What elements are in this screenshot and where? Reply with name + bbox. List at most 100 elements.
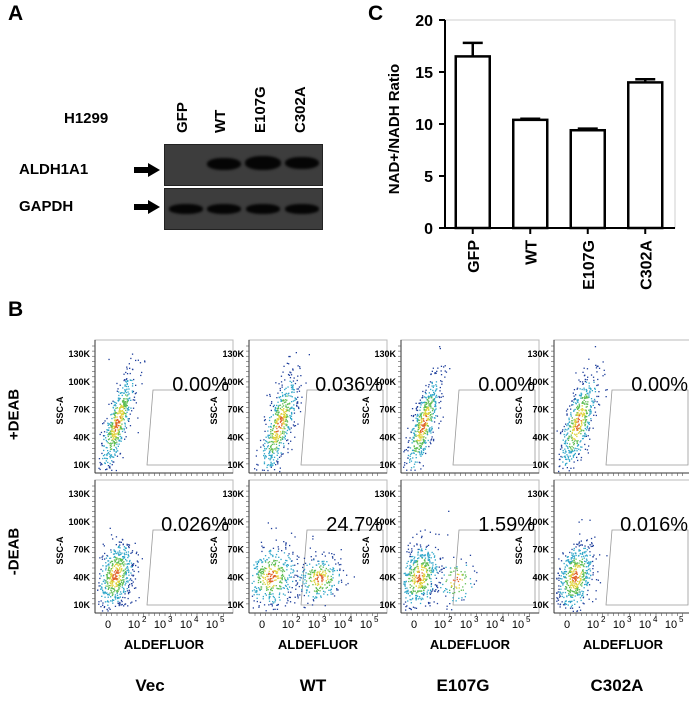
gate-percentage: 0.026% <box>161 514 229 536</box>
event-dot <box>124 402 126 404</box>
event-dot <box>456 578 458 581</box>
event-dot <box>297 402 299 404</box>
event-dot <box>116 423 118 426</box>
event-dot <box>573 401 575 403</box>
event-dot <box>270 426 272 428</box>
event-dot <box>125 371 127 374</box>
event-dot <box>125 409 127 411</box>
event-dot <box>431 381 433 384</box>
event-dot <box>108 569 110 572</box>
event-dot <box>582 602 584 604</box>
event-dot <box>107 422 109 424</box>
event-dot <box>409 584 411 586</box>
event-dot <box>568 460 571 462</box>
event-dot <box>109 455 111 458</box>
event-dot <box>281 425 283 427</box>
event-dot <box>594 400 596 402</box>
event-dot <box>124 597 126 599</box>
event-dot <box>272 441 274 444</box>
event-dot <box>274 438 276 441</box>
event-dot <box>578 581 581 584</box>
event-dot <box>564 576 566 578</box>
event-dot <box>262 576 264 578</box>
event-dot <box>572 404 574 406</box>
event-dot <box>573 454 575 456</box>
event-dot <box>575 585 577 588</box>
event-dot <box>108 567 110 569</box>
event-dot <box>126 588 128 590</box>
event-dot <box>275 407 277 409</box>
event-dot <box>281 406 283 408</box>
event-dot <box>569 601 572 604</box>
event-dot <box>111 581 113 583</box>
event-dot <box>559 458 561 461</box>
event-dot <box>126 395 128 397</box>
event-dot <box>575 546 577 548</box>
event-dot <box>579 584 582 586</box>
event-dot <box>109 465 111 468</box>
event-dot <box>113 565 115 567</box>
event-dot <box>570 575 572 577</box>
event-dot <box>117 578 119 581</box>
event-dot <box>590 418 592 420</box>
event-dot <box>422 585 424 587</box>
event-dot <box>276 410 278 412</box>
event-dot <box>280 558 282 561</box>
event-dot <box>571 607 574 609</box>
event-dot <box>274 562 277 564</box>
event-dot <box>124 571 126 574</box>
event-dot <box>126 404 128 407</box>
event-dot <box>429 441 431 443</box>
event-dot <box>408 572 410 575</box>
event-dot <box>289 416 291 418</box>
event-dot <box>576 388 578 390</box>
event-dot <box>418 422 420 424</box>
event-dot <box>319 573 321 575</box>
event-dot <box>126 569 128 572</box>
event-dot <box>576 563 578 565</box>
event-dot <box>451 609 453 611</box>
event-dot <box>574 603 576 605</box>
event-dot <box>566 408 569 410</box>
event-dot <box>417 587 420 589</box>
event-dot <box>123 419 125 421</box>
event-dot <box>573 559 575 561</box>
event-dot <box>578 448 580 450</box>
event-dot <box>268 572 270 574</box>
event-dot <box>107 610 109 612</box>
event-dot <box>588 421 590 424</box>
event-dot <box>285 564 288 566</box>
event-dot <box>566 583 568 585</box>
event-dot <box>569 600 571 602</box>
event-dot <box>565 434 567 436</box>
event-dot <box>105 567 107 569</box>
event-dot <box>277 565 280 567</box>
event-dot <box>100 600 102 602</box>
y-axis-label: SSC-A <box>514 396 524 425</box>
event-dot <box>579 533 581 535</box>
event-dot <box>564 428 566 430</box>
event-dot <box>581 446 583 448</box>
event-dot <box>426 406 428 408</box>
event-dot <box>409 573 411 576</box>
event-dot <box>438 427 440 429</box>
event-dot <box>576 588 579 590</box>
event-dot <box>116 592 118 594</box>
event-dot <box>568 571 570 573</box>
event-dot <box>113 441 115 443</box>
event-dot <box>272 427 274 430</box>
event-dot <box>422 401 424 404</box>
event-dot <box>424 409 426 411</box>
event-dot <box>435 533 437 535</box>
event-dot <box>584 425 586 427</box>
bar-gfp <box>454 55 491 230</box>
event-dot <box>270 593 272 595</box>
event-dot <box>413 437 415 439</box>
event-dot <box>422 578 425 580</box>
event-dot <box>281 582 283 584</box>
event-dot <box>273 560 275 563</box>
event-dot <box>272 570 274 573</box>
event-dot <box>127 597 129 600</box>
y-tick-label: 130K <box>527 349 549 359</box>
event-dot <box>442 395 444 398</box>
